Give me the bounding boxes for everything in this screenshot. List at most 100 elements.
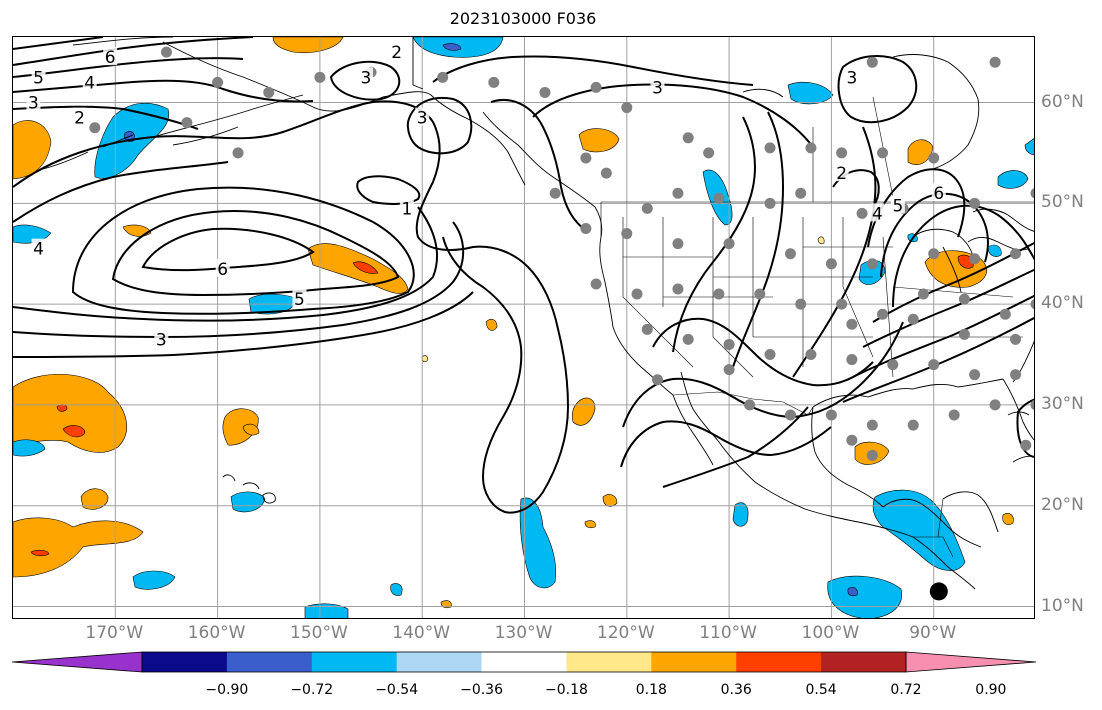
station-dot [784,248,796,260]
positive-anomaly-area [907,139,934,166]
station-dot [713,192,725,204]
contour-label: 6 [933,184,944,204]
colorbar-segment [142,652,228,672]
station-dot [846,434,858,446]
colorbar-segment [311,652,398,672]
negative-anomaly-area [997,170,1029,189]
negative-anomaly-area [13,439,46,457]
station-dot [764,197,776,209]
positive-anomaly-area [584,520,596,529]
station-dot [877,308,889,320]
colorbar-tick-label: −0.54 [375,682,419,698]
station-dot [723,338,735,350]
positive-anomaly-area [272,37,344,54]
station-dot [805,349,817,361]
station-dot [866,419,878,431]
station-dot [651,374,663,386]
negative-anomaly-area [519,497,556,589]
contour-label: 3 [846,68,857,88]
contour-label: 3 [28,94,39,114]
station-dot [723,364,735,376]
station-dot [1010,369,1022,381]
colorbar-tick-label: 0.90 [975,682,1007,698]
colorbar-segment [821,652,907,672]
positive-anomaly-area [62,425,86,438]
station-dot [232,147,244,159]
station-dot [958,293,970,305]
contour-label: 1 [401,199,412,219]
station-dot [580,152,592,164]
colorbar-segment [651,652,737,672]
station-dot [263,86,275,98]
longitude-label: 160°W [187,623,246,643]
graticule [13,37,1034,618]
station-dot [846,354,858,366]
positive-anomaly-area [13,517,144,578]
contour-label: 6 [105,48,116,68]
station-dot [805,142,817,154]
positive-anomaly-area [571,397,596,426]
station-dot [969,253,981,265]
station-dot [928,152,940,164]
station-dot [539,86,551,98]
station-dot [672,187,684,199]
positive-anomaly-area [13,373,127,453]
station-dot [488,76,500,88]
station-dot [641,323,653,335]
colorbar-segment [396,652,483,672]
station-dot [989,399,1001,411]
contour-label: 6 [217,260,228,280]
station-marker[interactable] [929,582,948,601]
station-dot [856,207,868,219]
colorbar-segment [481,652,567,672]
longitude-label: 90°W [909,623,957,643]
colorbar-max-extension [905,651,1036,673]
station-dot [836,147,848,159]
station-dot [795,187,807,199]
negative-anomaly-area [442,43,462,51]
positive-anomaly-area [485,318,498,331]
negative-anomaly-area [732,502,749,527]
positive-anomaly-area [80,488,109,510]
contour-label: 5 [892,196,903,216]
colorbar-tick-label: −0.72 [290,682,334,698]
station-dot [600,167,612,179]
station-dots [89,46,1034,461]
station-dot [160,46,172,58]
longitude-label: 130°W [494,623,553,643]
station-dot [621,102,633,114]
colorbar-segment [566,652,652,672]
station-dot [825,258,837,270]
station-dot [1020,439,1032,451]
contour-label: 2 [74,109,85,129]
colorbar-tick-label: 0.54 [805,682,837,698]
station-dot [795,298,807,310]
station-dot [825,409,837,421]
station-dot [744,399,756,411]
station-dot [948,409,960,421]
station-dot [846,318,858,330]
colorbar-tick-label: −0.36 [460,682,503,698]
contour-lines [13,37,1034,514]
longitude-label: 150°W [290,623,348,643]
positive-anomaly-area [56,404,68,412]
station-dot [212,76,224,88]
station-dot [917,288,929,300]
contour-label: 3 [652,78,663,98]
longitude-label: 170°W [85,623,144,643]
station-dot [713,288,725,300]
anomaly-shading [13,37,1034,618]
station-dot [764,142,776,154]
station-dot [836,298,848,310]
contour-label: 3 [156,330,167,350]
station-dot [958,328,970,340]
latitude-label: 40°N [1041,293,1084,314]
latitude-label: 50°N [1041,192,1084,213]
station-dot [621,228,633,240]
positive-anomaly-area [352,261,379,274]
contour-label: 2 [836,164,847,184]
negative-anomaly-area [230,491,266,513]
